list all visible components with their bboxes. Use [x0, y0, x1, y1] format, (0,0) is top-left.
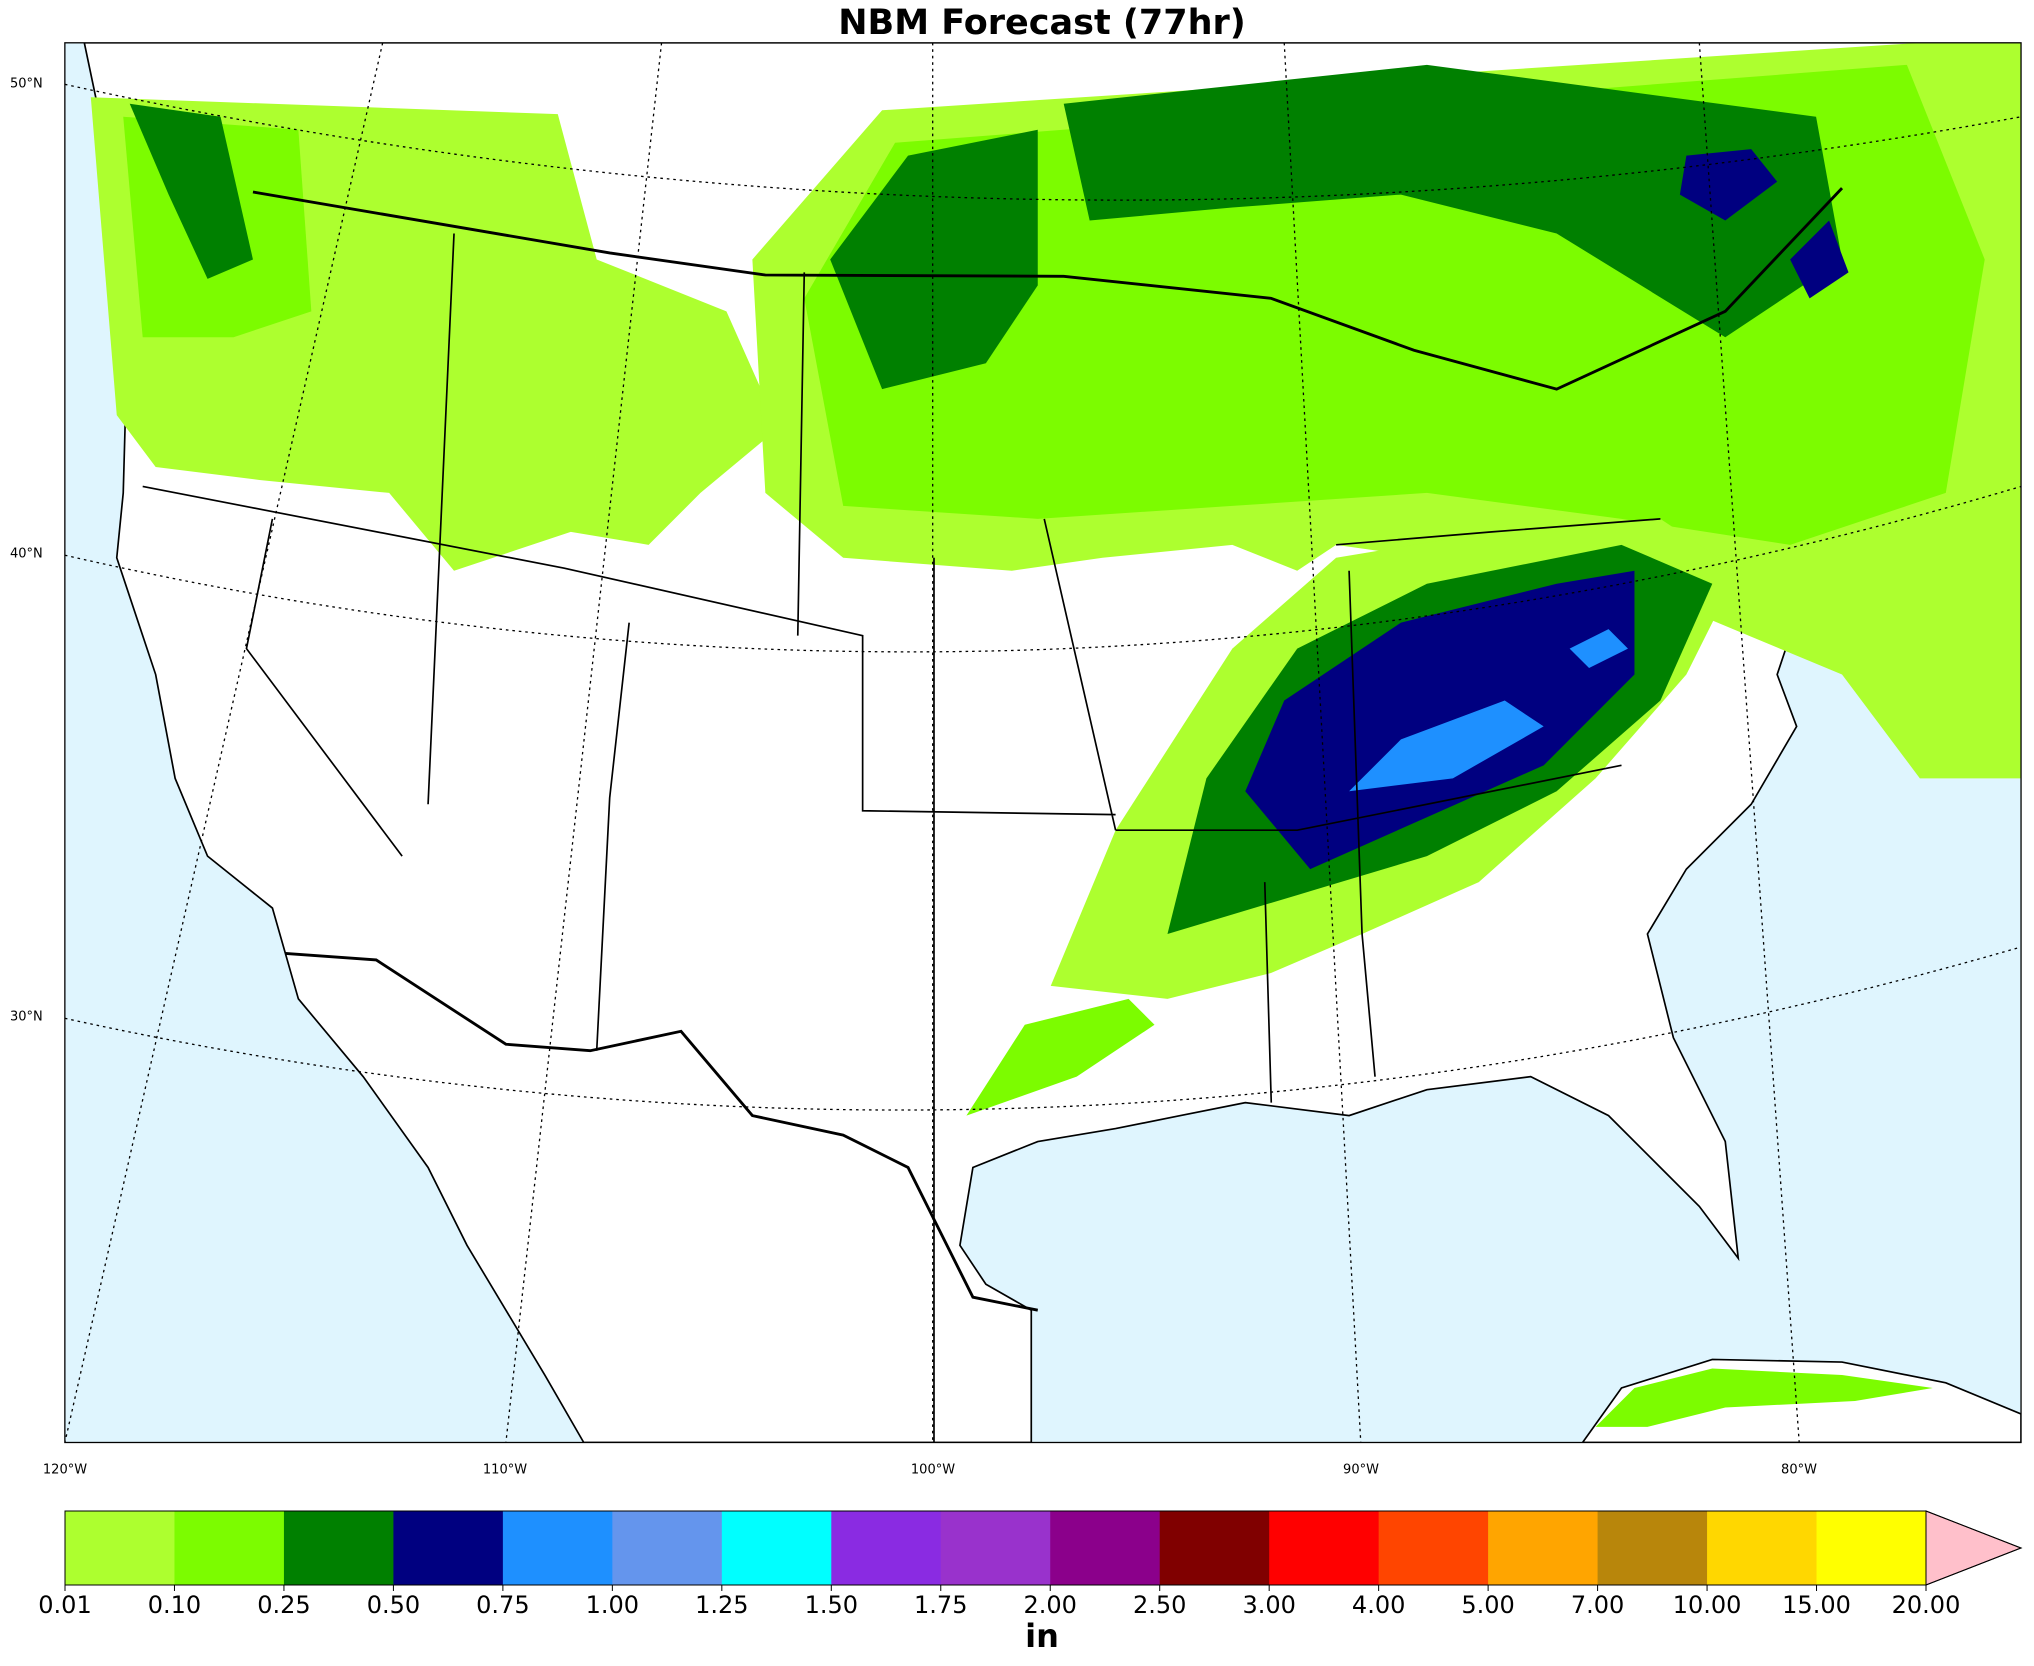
colorbar-outline — [64, 1510, 2023, 1586]
colorbar-tick-label: 5.00 — [1461, 1591, 1514, 1619]
colorbar-segment — [1269, 1511, 1380, 1585]
colorbar-tick-label: 0.01 — [38, 1591, 91, 1619]
colorbar-tick-label: 0.50 — [367, 1591, 420, 1619]
colorbar-segment — [1707, 1511, 1818, 1585]
colorbar-segment — [721, 1511, 832, 1585]
country-border — [252, 187, 1844, 391]
precip-area — [1349, 700, 1544, 792]
map-frame — [64, 42, 2022, 1444]
precip-area — [1063, 64, 1843, 338]
colorbar-tick-label: 10.00 — [1673, 1591, 1742, 1619]
lat-label: 50°N — [10, 77, 43, 92]
colorbar-segment — [174, 1511, 285, 1585]
precip-area — [1595, 1368, 1933, 1427]
colorbar-segment — [283, 1511, 394, 1585]
colorbar-segment — [502, 1511, 613, 1585]
colorbar-extend — [1925, 1510, 2023, 1586]
precip-area — [1569, 629, 1628, 669]
colorbar-tick-label: 1.00 — [586, 1591, 639, 1619]
colorbar-tick-label: 20.00 — [1892, 1591, 1961, 1619]
colorbar-tick-label: 1.25 — [695, 1591, 748, 1619]
state-lines — [142, 233, 1661, 1443]
map-body — [64, 42, 2022, 1443]
map-title: NBM Forecast (77hr) — [838, 3, 1246, 43]
colorbar-segment — [831, 1511, 942, 1585]
colorbar-segment — [940, 1511, 1051, 1585]
colorbar-segment — [1159, 1511, 1270, 1585]
colorbar-segment — [1378, 1511, 1489, 1585]
colorbar-segment — [1597, 1511, 1708, 1585]
colorbar-tick-label: 2.50 — [1133, 1591, 1186, 1619]
precip-area — [1679, 149, 1778, 221]
colorbar-tick-label: 4.00 — [1352, 1591, 1405, 1619]
colorbar-segment — [393, 1511, 504, 1585]
colorbar-tick-label: 0.25 — [257, 1591, 310, 1619]
lat-label: 40°N — [10, 547, 43, 562]
precip-area — [966, 998, 1155, 1116]
colorbar-segment — [612, 1511, 723, 1585]
colorbar-unit: in — [1025, 1617, 1059, 1655]
lon-label: 80°W — [1781, 1463, 1817, 1478]
lon-label: 100°W — [911, 1463, 955, 1478]
graticule — [64, 42, 2022, 1443]
precip-area — [1245, 570, 1635, 870]
lon-label: 90°W — [1343, 1463, 1379, 1478]
precip-area — [1790, 220, 1849, 299]
colorbar-segment — [1488, 1511, 1599, 1585]
lon-label: 110°W — [483, 1463, 527, 1478]
colorbar-tick-label: 0.10 — [148, 1591, 201, 1619]
map — [64, 42, 2022, 1444]
colorbar-segment — [1050, 1511, 1161, 1585]
country-border — [285, 952, 1039, 1312]
colorbar-tick-label: 1.50 — [805, 1591, 858, 1619]
colorbar-segment — [1816, 1511, 1927, 1585]
colorbar-tick-label: 7.00 — [1571, 1591, 1624, 1619]
colorbar-tick-label: 1.75 — [914, 1591, 967, 1619]
lat-labels: 50°N 40°N 30°N — [10, 77, 43, 1025]
lon-label: 120°W — [43, 1463, 87, 1478]
colorbar-tick-label: 15.00 — [1782, 1591, 1851, 1619]
colorbar-tick-label: 3.00 — [1242, 1591, 1295, 1619]
colorbar-tick-label: 2.00 — [1024, 1591, 1077, 1619]
colorbar-tick-label: 0.75 — [476, 1591, 529, 1619]
lat-label: 30°N — [10, 1010, 43, 1025]
lon-labels: 120°W 110°W 100°W 90°W 80°W — [43, 1463, 1817, 1478]
colorbar-segment — [65, 1511, 175, 1585]
precip-area — [129, 103, 253, 279]
